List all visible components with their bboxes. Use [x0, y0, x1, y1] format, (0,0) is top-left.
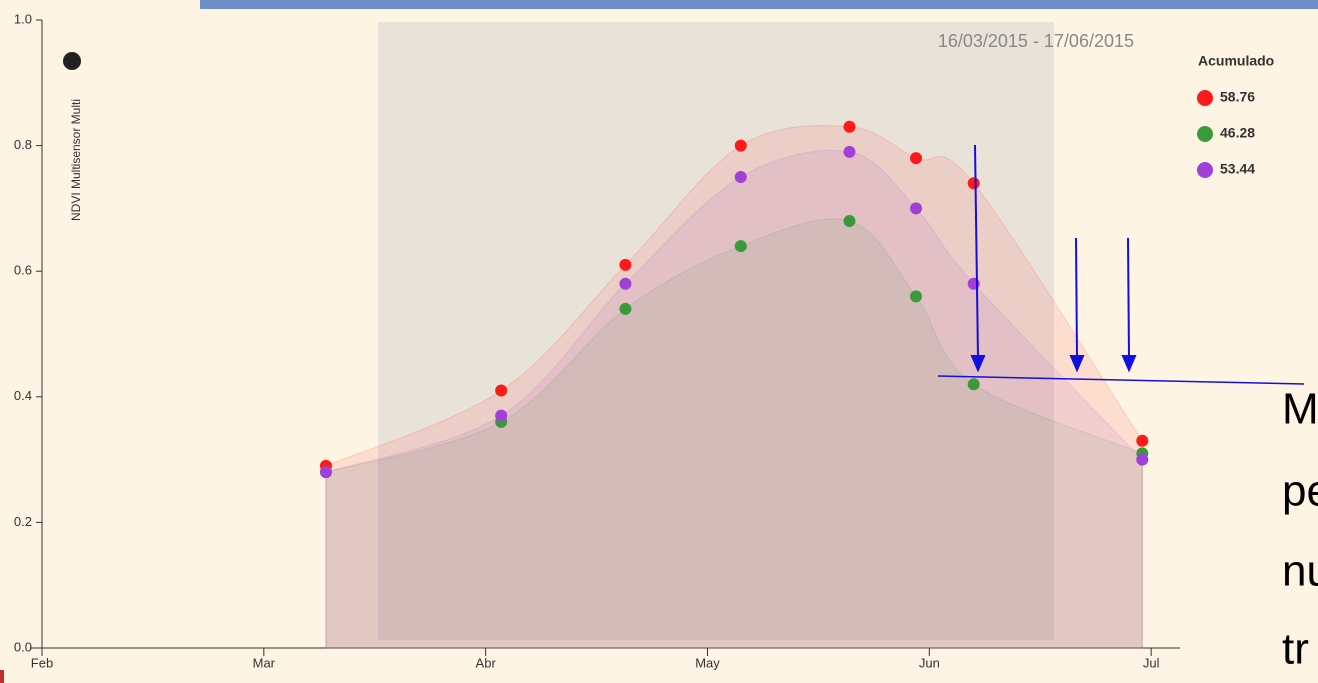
x-tick-label: May	[695, 655, 720, 670]
point	[1136, 434, 1149, 447]
arrow-head	[1069, 355, 1085, 373]
x-tick-label: Feb	[31, 655, 53, 670]
slide-text: pe	[1282, 467, 1318, 516]
area	[325, 149, 1143, 649]
y-tick-label: 0.8	[14, 137, 32, 152]
point	[1136, 453, 1149, 466]
point	[843, 214, 856, 227]
legend-swatch	[1197, 90, 1213, 106]
point	[734, 240, 747, 253]
point	[843, 120, 856, 133]
legend-title: Acumulado	[1198, 53, 1274, 69]
legend-swatch	[1197, 126, 1213, 142]
arrow	[1075, 237, 1078, 359]
subtitle: 16/03/2015 - 17/06/2015	[938, 31, 1134, 51]
y-axis-label: NDVI Multisensor Multi	[69, 99, 83, 221]
slide-text: nu	[1282, 547, 1318, 596]
point	[619, 277, 632, 290]
arrows	[937, 144, 1305, 385]
x-tick-label: Abr	[476, 655, 497, 670]
point	[910, 290, 923, 303]
y-tick-label: 0.2	[14, 514, 32, 529]
point	[495, 384, 508, 397]
arrow	[974, 144, 979, 359]
x-tick-label: Jul	[1143, 655, 1160, 670]
arrow	[1127, 237, 1130, 359]
plot: 0.0 0.2 0.4 0.6 0.8 1.0 Feb Mar Abr May Jun Jul 58.7…	[14, 11, 1255, 670]
slide-marker	[0, 670, 4, 683]
y-tick-label: 0.6	[14, 263, 32, 278]
series-dot	[63, 52, 81, 70]
legend-swatch	[1197, 162, 1213, 178]
arrow-head	[970, 355, 986, 373]
legend-label: 58.76	[1220, 89, 1255, 105]
point	[967, 177, 980, 190]
point	[619, 302, 632, 315]
x-tick-label: Mar	[253, 655, 276, 670]
point	[734, 139, 747, 152]
point	[967, 378, 980, 391]
point	[319, 466, 332, 479]
point	[910, 202, 923, 215]
legend-label: 53.44	[1220, 161, 1255, 177]
top-strip	[200, 0, 1318, 9]
point	[910, 152, 923, 165]
point	[843, 145, 856, 158]
point	[495, 409, 508, 422]
y-tick-label: 0.0	[14, 639, 32, 654]
point	[619, 258, 632, 271]
x-tick-label: Jun	[919, 655, 940, 670]
arrow-head	[1121, 355, 1137, 373]
threshold-line	[937, 375, 1305, 385]
slide-text: tr	[1282, 625, 1309, 674]
area	[325, 125, 1143, 649]
point	[734, 171, 747, 183]
legend-label: 46.28	[1220, 125, 1255, 141]
y-tick-label: 1.0	[14, 11, 32, 26]
y-tick-label: 0.4	[14, 388, 32, 403]
slide-text: M	[1282, 385, 1318, 434]
selected-range	[378, 22, 1054, 640]
